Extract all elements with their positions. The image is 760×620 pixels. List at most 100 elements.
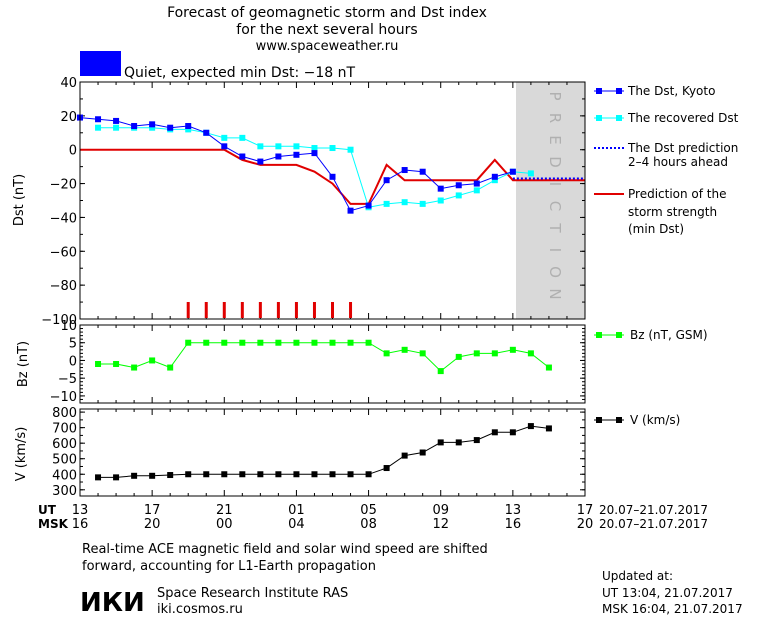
v-plot-frame: [79, 408, 586, 497]
recovered-dst-point: [221, 134, 228, 141]
legend-bz-marker: [596, 332, 602, 338]
updated-msk: MSK 16:04, 21.07.2017: [602, 602, 743, 616]
prediction-letter: N: [546, 288, 564, 299]
dst-kyoto-point: [509, 168, 516, 175]
prediction-letter: I: [546, 182, 564, 186]
dst-kyoto-point: [311, 150, 318, 157]
v-point: [131, 472, 138, 479]
v-series-group: [95, 423, 552, 481]
bz-point: [257, 339, 264, 346]
bz-point: [383, 350, 390, 357]
bz-point: [311, 339, 318, 346]
bz-y-axis-label: Bz (nT): [16, 341, 31, 387]
dst-ytick-label: −40: [50, 211, 77, 226]
bz-point: [473, 350, 480, 357]
institute-name: Space Research Institute RAS: [157, 586, 348, 601]
msk-tick-label: 16: [505, 517, 522, 532]
dst-kyoto-point: [437, 185, 444, 192]
bz-point: [113, 361, 120, 367]
dst-legend: The Dst, Kyoto The recovered Dst The Dst…: [594, 84, 739, 236]
bz-point: [95, 361, 102, 367]
ut-tick-label: 17: [577, 503, 594, 518]
msk-tick-label: 12: [432, 517, 449, 532]
dst-kyoto-point: [419, 168, 426, 175]
bz-point: [149, 357, 156, 364]
bz-point: [167, 364, 174, 371]
legend-recovered-dst-marker: [596, 115, 602, 121]
dst-kyoto-point: [347, 207, 354, 214]
v-point: [437, 439, 444, 446]
recovered-dst-point: [491, 177, 498, 184]
bz-point: [347, 339, 354, 346]
v-y-axis-label: V (km/s): [14, 427, 29, 482]
bz-ytick-label: −10: [50, 390, 77, 405]
bz-point: [545, 364, 552, 371]
ut-date-range: 20.07–21.07.2017: [599, 503, 708, 517]
bz-point: [329, 339, 336, 346]
v-point: [401, 452, 408, 459]
ut-axis-label: UT: [38, 503, 57, 517]
iki-logo: ИКИ: [80, 588, 145, 618]
legend-dst-kyoto-label: The Dst, Kyoto: [627, 84, 715, 98]
v-legend: V (km/s): [594, 413, 680, 427]
time-axis: UT MSK 13 17 21 01 05 09 13 17 16 20 00 04 08 12 16 20…: [38, 503, 708, 532]
v-point: [311, 471, 318, 478]
bz-ytick-label: 5: [69, 337, 77, 352]
prediction-letter: T: [546, 222, 564, 233]
prediction-letter: D: [546, 156, 564, 168]
prediction-letter: I: [546, 248, 564, 252]
recovered-dst-point: [527, 170, 534, 177]
dst-panel: P R E D I C T I ON 40 20 0 −20 −40 −60 −80 −100 Dst (nT…: [12, 76, 586, 328]
bz-line: [98, 342, 550, 372]
dst-kyoto-point: [455, 182, 462, 189]
dst-kyoto-point: [257, 158, 264, 165]
storm-strength-line: [80, 148, 585, 205]
v-point: [383, 465, 390, 472]
institute-site: iki.cosmos.ru: [157, 602, 243, 617]
v-point: [203, 471, 210, 478]
msk-tick-label: 20: [577, 517, 594, 532]
prediction-letter: C: [546, 201, 564, 211]
dst-ytick-label: −20: [50, 178, 77, 193]
chart-title-url: www.spaceweather.ru: [256, 39, 399, 54]
dst-kyoto-point: [275, 153, 282, 160]
dst-kyoto-point: [149, 121, 156, 128]
prediction-label: P R E D I C T I ON: [546, 91, 564, 299]
recovered-dst-point: [347, 146, 354, 153]
ut-tick-label: 21: [216, 503, 233, 518]
dst-ytick-label: 0: [69, 144, 77, 159]
dst-kyoto-point: [221, 143, 228, 150]
bz-point: [527, 350, 534, 357]
bz-point: [455, 353, 462, 360]
bz-y-axis-ticks: 10 5 0 −5 −10: [50, 319, 585, 405]
v-point: [329, 471, 336, 478]
msk-axis-label: MSK: [38, 517, 69, 531]
dst-plot-frame: [79, 81, 586, 320]
status-color-indicator: [80, 51, 121, 76]
msk-tick-label: 16: [72, 517, 89, 532]
legend-dst-kyoto-marker: [616, 88, 622, 94]
bz-point: [491, 350, 498, 357]
legend-bz-label: Bz (nT, GSM): [630, 328, 708, 342]
msk-tick-label: 08: [360, 517, 377, 532]
bz-point: [419, 350, 426, 357]
bz-plot-frame: [79, 324, 586, 404]
v-ytick-label: 500: [52, 453, 77, 468]
recovered-dst-point: [329, 145, 336, 152]
dst-kyoto-point: [293, 151, 300, 158]
dst-kyoto-point: [131, 123, 138, 130]
v-point: [185, 471, 192, 478]
bz-ytick-label: 0: [69, 354, 77, 369]
recovered-dst-point: [437, 197, 444, 204]
v-ytick-label: 300: [52, 484, 77, 499]
legend-v-label: V (km/s): [630, 413, 680, 427]
recovered-dst-point: [293, 143, 300, 150]
v-point: [455, 439, 462, 446]
recovered-dst-point: [185, 126, 192, 133]
recovered-dst-point: [455, 192, 462, 199]
v-point: [221, 471, 228, 478]
legend-recovered-dst-label: The recovered Dst: [627, 111, 739, 125]
v-point: [167, 472, 174, 479]
dst-y-axis-ticks: 40 20 0 −20 −40 −60 −80 −100: [41, 76, 585, 328]
